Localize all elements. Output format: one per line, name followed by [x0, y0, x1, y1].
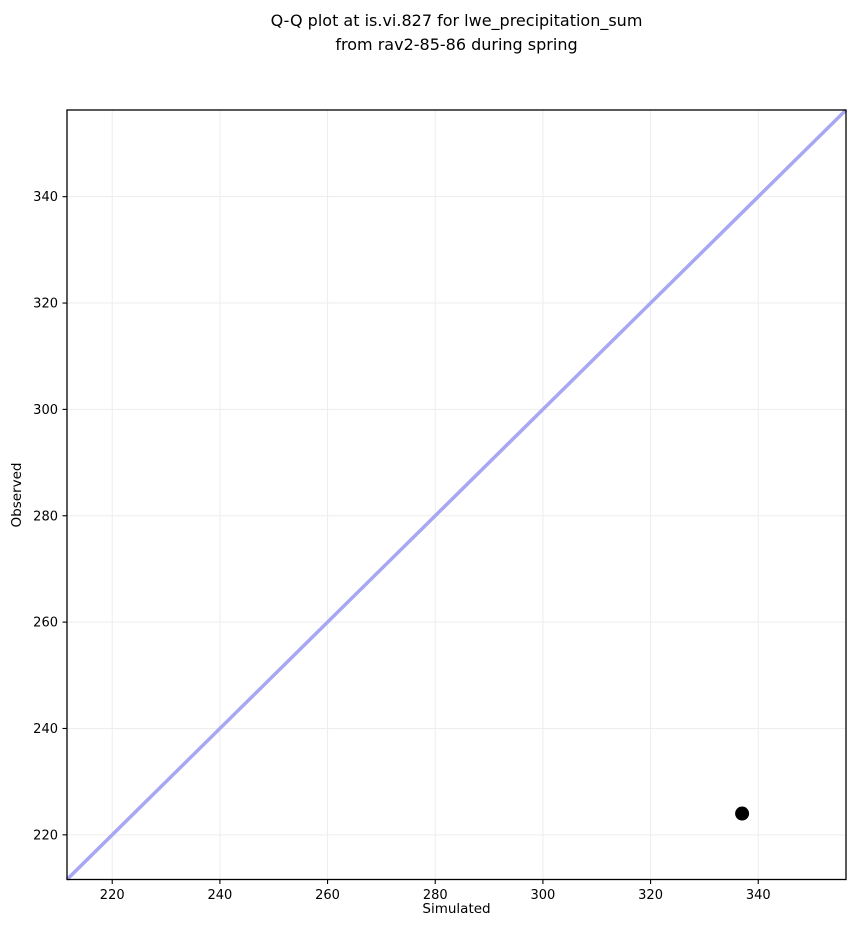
x-tick-label: 260 — [315, 888, 340, 903]
x-tick-label: 320 — [638, 888, 663, 903]
y-tick-label: 240 — [33, 722, 58, 737]
x-tick-label: 240 — [207, 888, 232, 903]
chart-title-line-1: Q-Q plot at is.vi.827 for lwe_precipitat… — [270, 11, 643, 30]
chart-title: Q-Q plot at is.vi.827 for lwe_precipitat… — [62, 9, 851, 57]
x-tick-label: 280 — [423, 888, 448, 903]
x-tick-label: 220 — [100, 888, 125, 903]
x-tick-label: 340 — [746, 888, 771, 903]
y-tick-label: 220 — [33, 828, 58, 843]
x-tick-label: 300 — [530, 888, 555, 903]
x-axis-label: Simulated — [422, 901, 491, 917]
identity-line — [65, 108, 848, 881]
data-point — [735, 806, 750, 821]
y-tick-label: 280 — [33, 509, 58, 524]
y-tick-label: 320 — [33, 297, 58, 312]
y-tick-label: 300 — [33, 403, 58, 418]
y-axis-label: Observed — [9, 462, 25, 528]
y-tick-label: 260 — [33, 616, 58, 631]
plot-border — [66, 109, 847, 881]
chart-title-line-2: from rav2-85-86 during spring — [335, 35, 578, 54]
y-tick-label: 340 — [33, 190, 58, 205]
